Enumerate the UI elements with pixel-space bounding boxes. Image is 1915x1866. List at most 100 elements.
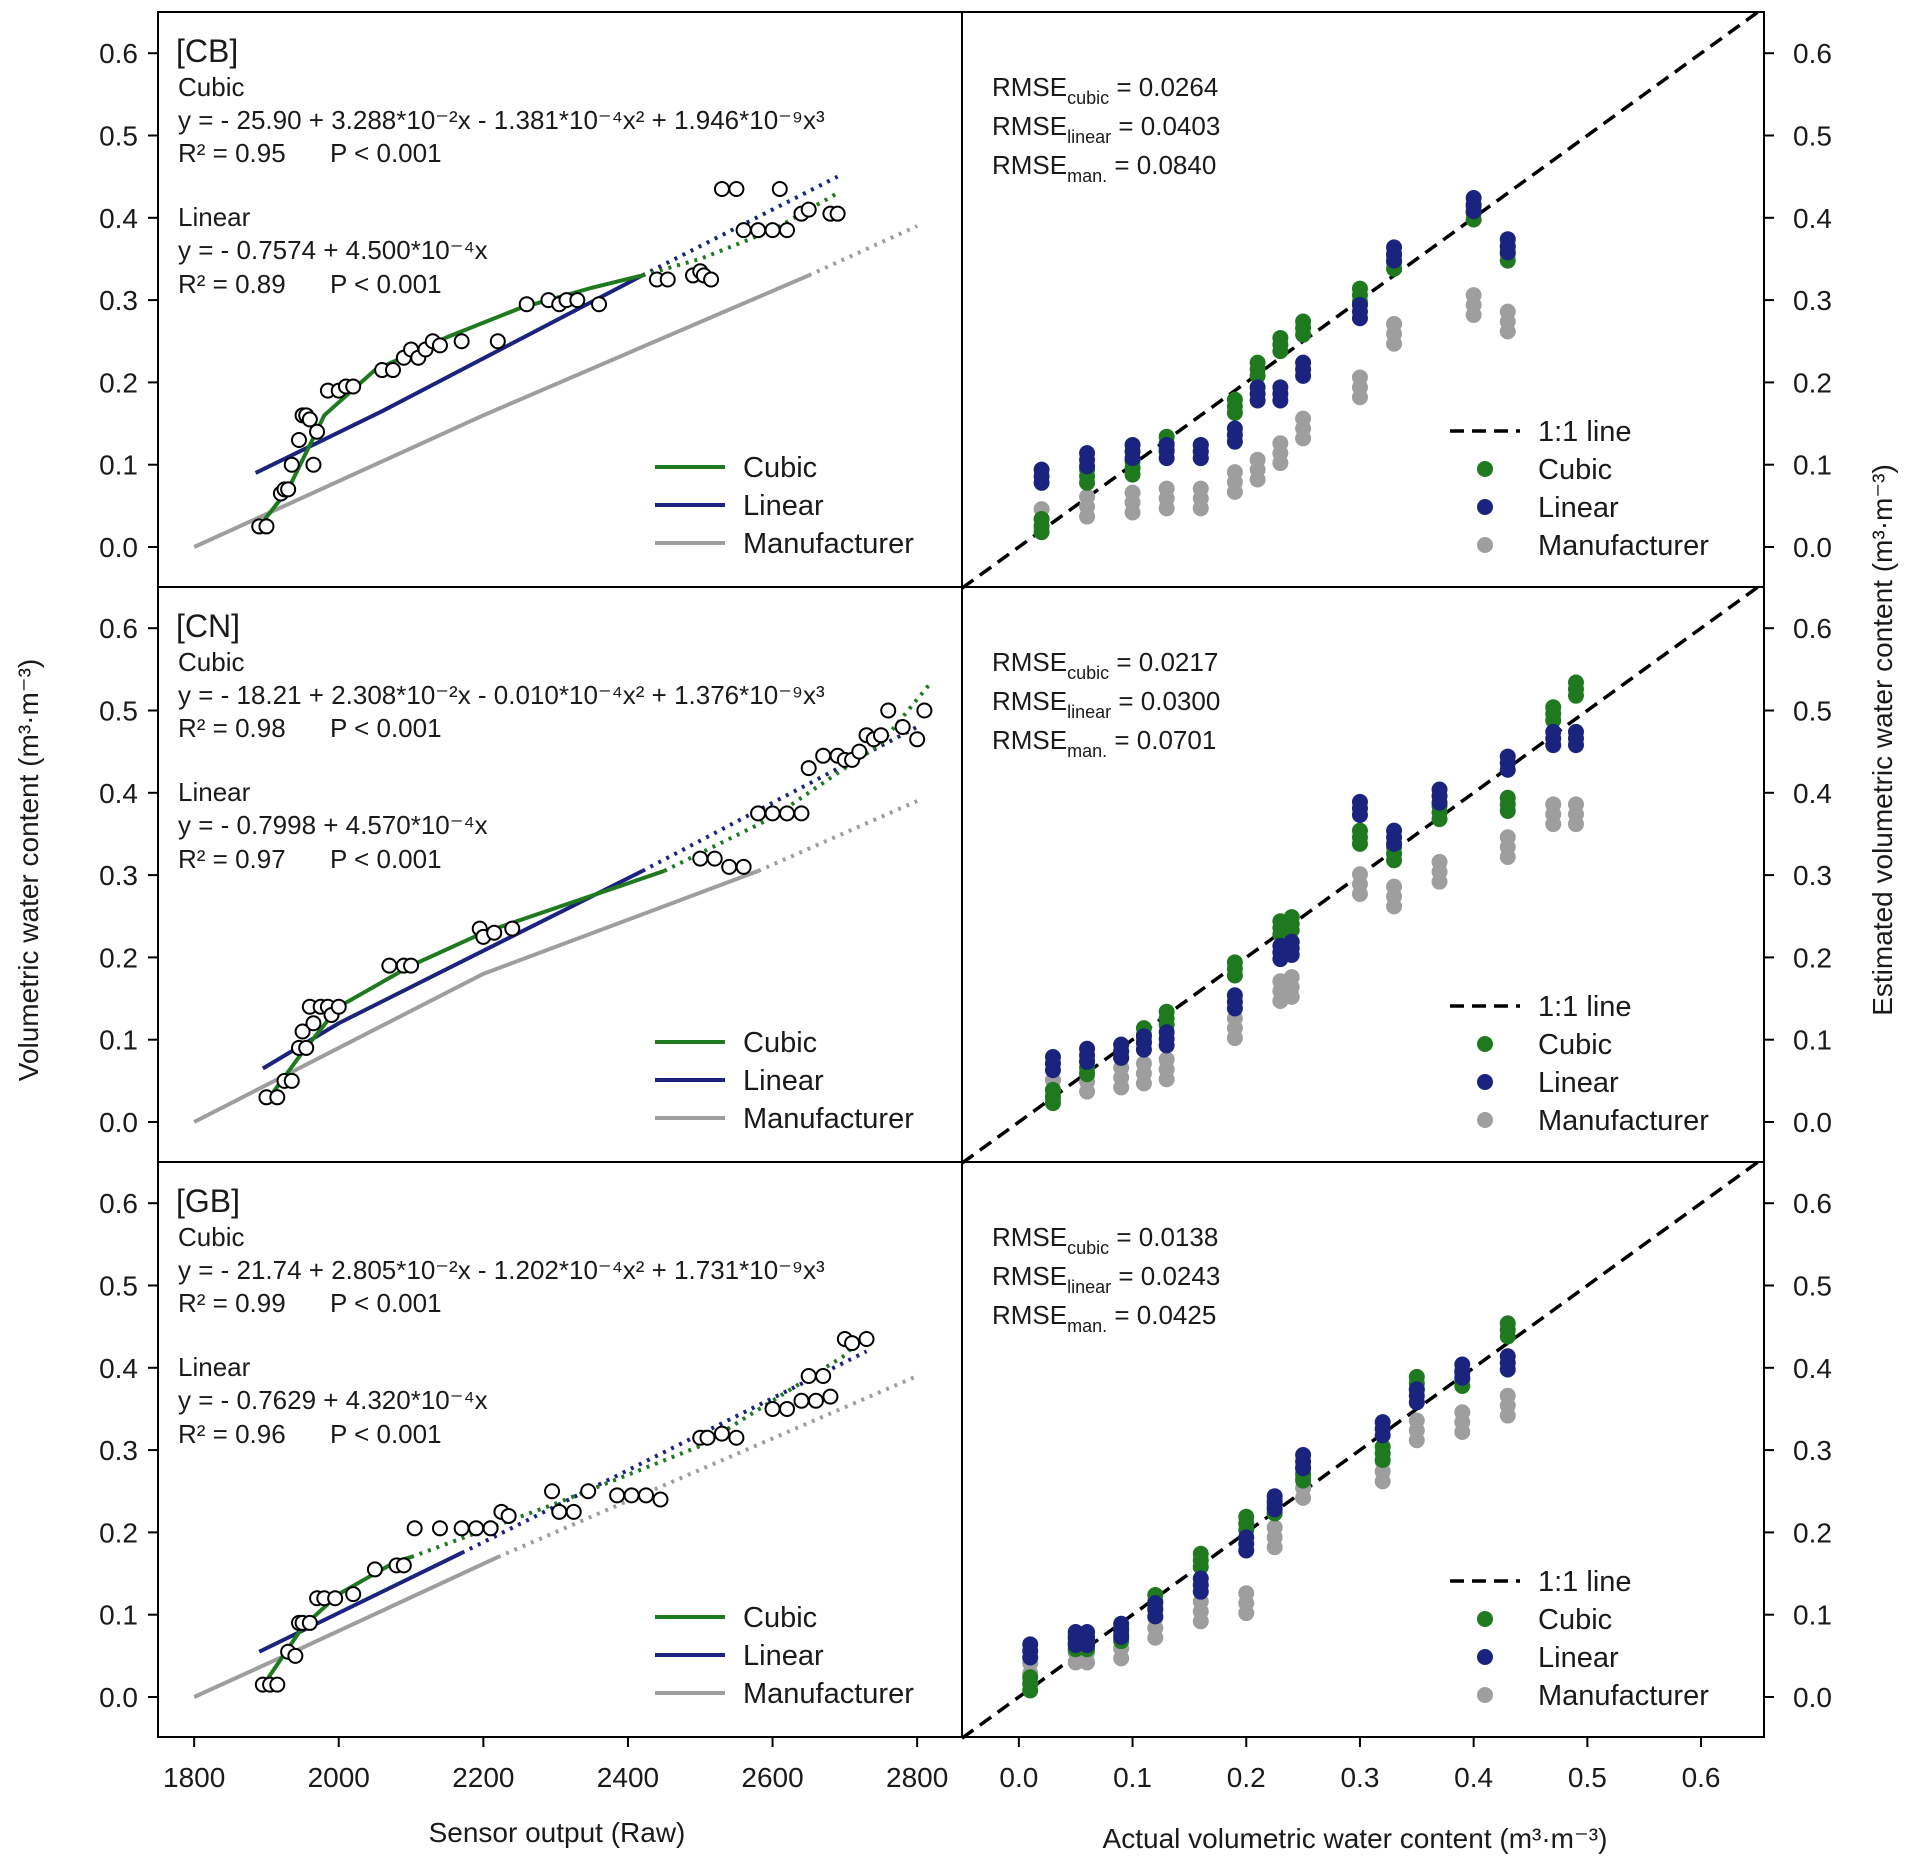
y-tick-label-right: 0.6 bbox=[1793, 613, 1832, 644]
observation-point bbox=[800, 1368, 817, 1385]
linear-p: P < 0.001 bbox=[330, 844, 442, 874]
observation-point bbox=[280, 481, 297, 498]
y-tick-label-right: 0.3 bbox=[1793, 285, 1832, 316]
manufacturer-fit-line bbox=[193, 1555, 499, 1699]
linear-estimate-point bbox=[1113, 1615, 1130, 1632]
cubic-r2: R² = 0.95 bbox=[178, 138, 286, 168]
y-tick-label-right: 0.4 bbox=[1793, 203, 1832, 234]
observation-point bbox=[706, 850, 723, 867]
one-to-one-legend-label: 1:1 line bbox=[1538, 991, 1632, 1023]
linear-title: Linear bbox=[178, 202, 251, 232]
y-tick-label-left: 0.6 bbox=[99, 1188, 138, 1219]
cubic-legend-marker bbox=[1477, 1611, 1493, 1627]
linear-equation: y = - 0.7629 + 4.320*10⁻⁴x bbox=[178, 1385, 488, 1415]
linear-legend-label: Linear bbox=[1538, 1642, 1619, 1674]
linear-estimate-point bbox=[1113, 1036, 1130, 1053]
observation-point bbox=[283, 456, 300, 473]
cubic-estimate-point bbox=[1295, 313, 1312, 330]
y-tick-label-right: 0.0 bbox=[1793, 1682, 1832, 1713]
y-tick-label-right: 0.1 bbox=[1793, 1600, 1832, 1631]
observation-point bbox=[771, 180, 788, 197]
x-tick-label-right: 0.1 bbox=[1113, 1762, 1152, 1793]
cubic-estimate-point bbox=[1567, 674, 1584, 691]
y-tick-label-left: 0.3 bbox=[99, 285, 138, 316]
y-tick-label-right: 0.2 bbox=[1793, 942, 1832, 973]
x-tick-label-right: 0.6 bbox=[1682, 1762, 1721, 1793]
observation-point bbox=[807, 1392, 824, 1409]
observation-point bbox=[800, 760, 817, 777]
observation-point bbox=[269, 1089, 286, 1106]
observation-point bbox=[403, 957, 420, 974]
cubic-fit-extrapolation bbox=[641, 191, 839, 278]
linear-estimate-point bbox=[1079, 1623, 1096, 1640]
cubic-legend-label: Cubic bbox=[1538, 1604, 1612, 1636]
observation-point bbox=[269, 1676, 286, 1693]
cubic-p: P < 0.001 bbox=[330, 138, 442, 168]
observation-point bbox=[764, 1400, 781, 1417]
cubic-estimate-point bbox=[1033, 511, 1050, 528]
y-tick-label-right: 0.0 bbox=[1793, 532, 1832, 563]
observation-point bbox=[500, 1507, 517, 1524]
cubic-legend-marker bbox=[1477, 461, 1493, 477]
linear-estimate-point bbox=[1545, 723, 1562, 740]
observation-point bbox=[453, 1520, 470, 1537]
linear-legend-label: Linear bbox=[743, 1065, 824, 1097]
y-tick-label-left: 0.0 bbox=[99, 1682, 138, 1713]
observation-point bbox=[489, 333, 506, 350]
linear-r2: R² = 0.97 bbox=[178, 844, 286, 874]
cubic-estimate-point bbox=[1226, 954, 1243, 971]
linear-estimate-point bbox=[1226, 987, 1243, 1004]
rmse-man: RMSEman. = 0.0425 bbox=[992, 1300, 1216, 1336]
man-estimate-point bbox=[1499, 303, 1516, 320]
observation-point bbox=[551, 1503, 568, 1520]
y-tick-label-left: 0.4 bbox=[99, 1353, 138, 1384]
observation-point bbox=[309, 423, 326, 440]
linear-estimate-point bbox=[1454, 1356, 1471, 1373]
man-estimate-point bbox=[1386, 315, 1403, 332]
cubic-estimate-point bbox=[1499, 1315, 1516, 1332]
observation-point bbox=[721, 858, 738, 875]
observation-point bbox=[880, 702, 897, 719]
y-tick-label-left: 0.1 bbox=[99, 450, 138, 481]
linear-estimate-point bbox=[1272, 379, 1289, 396]
observation-point bbox=[330, 998, 347, 1015]
y-tick-label-right: 0.1 bbox=[1793, 450, 1832, 481]
observation-point bbox=[384, 362, 401, 379]
y-tick-label-left: 0.3 bbox=[99, 1435, 138, 1466]
plot-text: 0.0 0.0 0.1 0.1 0.2 0.2 0.3 0.3 0.4 0.4 0.5 0.5 0.6 0… bbox=[99, 33, 1832, 1793]
observation-point bbox=[764, 222, 781, 239]
linear-estimate-point bbox=[1147, 1595, 1164, 1612]
observation-point bbox=[609, 1487, 626, 1504]
y-tick-label-left: 0.5 bbox=[99, 121, 138, 152]
y-tick-label-left: 0.5 bbox=[99, 1271, 138, 1302]
manufacturer-legend-marker bbox=[1477, 1687, 1493, 1703]
linear-estimate-point bbox=[1079, 1040, 1096, 1057]
cubic-equation: y = - 21.74 + 2.805*10⁻²x - 1.202*10⁻⁴x²… bbox=[178, 1255, 825, 1285]
linear-estimate-point bbox=[1135, 1028, 1152, 1045]
observation-point bbox=[728, 1429, 745, 1446]
observation-point bbox=[713, 1425, 730, 1442]
linear-legend-label: Linear bbox=[743, 490, 824, 522]
cubic-r2: R² = 0.99 bbox=[178, 1288, 286, 1318]
cubic-fit-line bbox=[264, 1555, 412, 1682]
observation-point bbox=[873, 727, 889, 744]
linear-estimate-point bbox=[1158, 1024, 1175, 1041]
man-estimate-point bbox=[1192, 480, 1209, 497]
y-tick-label-right: 0.4 bbox=[1793, 1353, 1832, 1384]
manufacturer-fit-extrapolation bbox=[497, 1374, 918, 1559]
observation-point bbox=[815, 747, 832, 764]
linear-estimate-point bbox=[1408, 1381, 1425, 1398]
cubic-legend-marker bbox=[1477, 1036, 1493, 1052]
y-tick-label-right: 0.3 bbox=[1793, 860, 1832, 891]
y-tick-label-right: 0.6 bbox=[1793, 1188, 1832, 1219]
cubic-estimate-point bbox=[1351, 280, 1368, 297]
right-y-axis-label: Estimated volumetric water content (m³·m… bbox=[1867, 464, 1898, 1016]
linear-fit-extrapolation bbox=[641, 725, 919, 873]
linear-estimate-point bbox=[1386, 239, 1403, 256]
observation-point bbox=[482, 1520, 499, 1537]
rmse-linear: RMSElinear = 0.0403 bbox=[992, 111, 1220, 147]
linear-estimate-point bbox=[1022, 1636, 1039, 1653]
y-tick-label-left: 0.2 bbox=[99, 1517, 138, 1548]
one-to-one-legend-label: 1:1 line bbox=[1538, 1566, 1632, 1598]
